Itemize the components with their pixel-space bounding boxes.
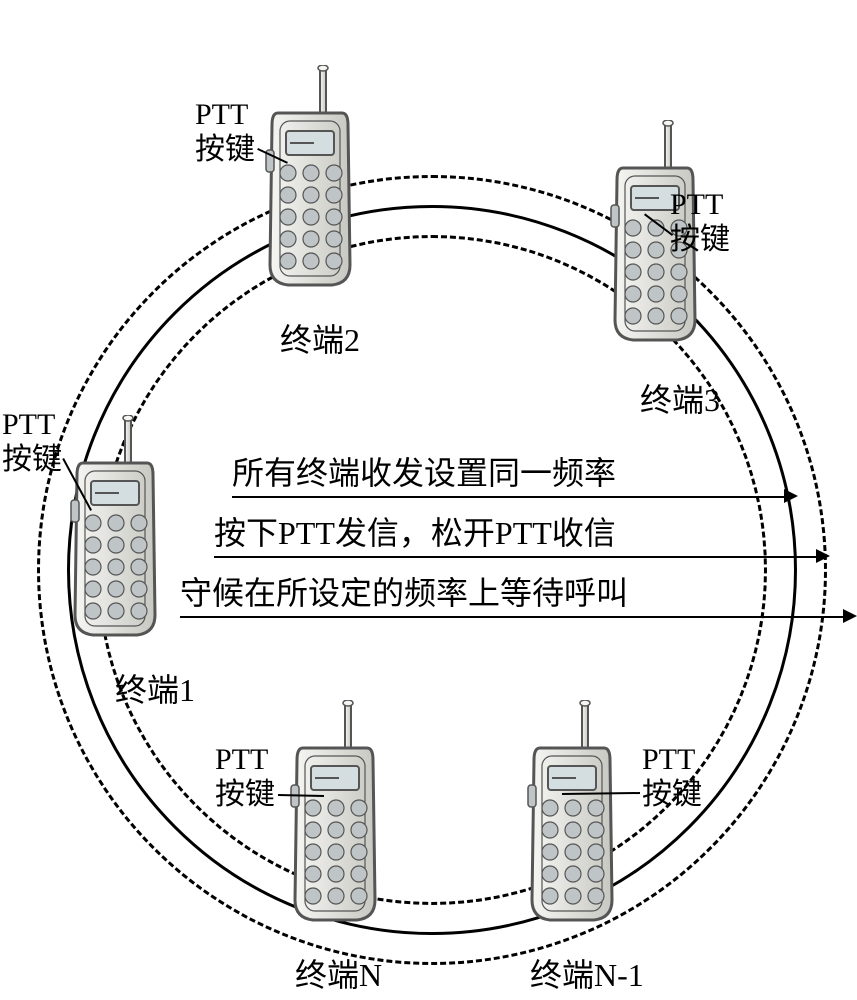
arrowhead-0 bbox=[784, 489, 798, 503]
ptt-label-t2: PTT 按键 bbox=[195, 98, 255, 167]
terminal-label-tn1: 终端N-1 bbox=[530, 950, 644, 996]
arrowhead-1 bbox=[816, 549, 830, 563]
ptt-label-t3: PTT 按键 bbox=[670, 188, 730, 257]
arrowhead-2 bbox=[843, 609, 857, 623]
ptt-label-line2: 按键 bbox=[215, 778, 275, 811]
ptt-label-tn: PTT 按键 bbox=[215, 743, 275, 812]
ptt-label-line1: PTT bbox=[642, 743, 695, 776]
terminal-label-tn: 终端N bbox=[295, 950, 382, 996]
terminal-t1 bbox=[65, 415, 185, 675]
leader-2 bbox=[628, 616, 845, 618]
ptt-label-line2: 按键 bbox=[2, 443, 62, 476]
ptt-label-line1: PTT bbox=[215, 743, 268, 776]
terminal-label-t3: 终端3 bbox=[640, 375, 720, 421]
terminal-t2 bbox=[260, 65, 380, 325]
ptt-label-line1: PTT bbox=[670, 188, 723, 221]
ptt-label-line2: 按键 bbox=[670, 223, 730, 256]
terminal-tn bbox=[285, 700, 405, 960]
center-line-0: 所有终端收发设置同一频率 bbox=[232, 448, 616, 498]
leader-0 bbox=[616, 496, 786, 498]
terminal-label-t1: 终端1 bbox=[115, 665, 195, 711]
diagram-root: 终端1 PTT 按键 终端2 PTT 按键 bbox=[0, 0, 857, 1000]
center-line-1: 按下PTT发信，松开PTT收信 bbox=[214, 508, 616, 558]
terminal-label-t2: 终端2 bbox=[280, 315, 360, 361]
ptt-label-line1: PTT bbox=[2, 408, 55, 441]
ptt-label-line2: 按键 bbox=[195, 133, 255, 166]
ptt-label-tn1: PTT 按键 bbox=[642, 743, 702, 812]
leader-1 bbox=[616, 556, 818, 558]
ptt-label-line2: 按键 bbox=[642, 778, 702, 811]
center-line-2: 守候在所设定的频率上等待呼叫 bbox=[180, 568, 628, 618]
ptt-label-line1: PTT bbox=[195, 98, 248, 131]
terminal-tn1 bbox=[522, 700, 642, 960]
ptt-label-t1: PTT 按键 bbox=[2, 408, 62, 477]
